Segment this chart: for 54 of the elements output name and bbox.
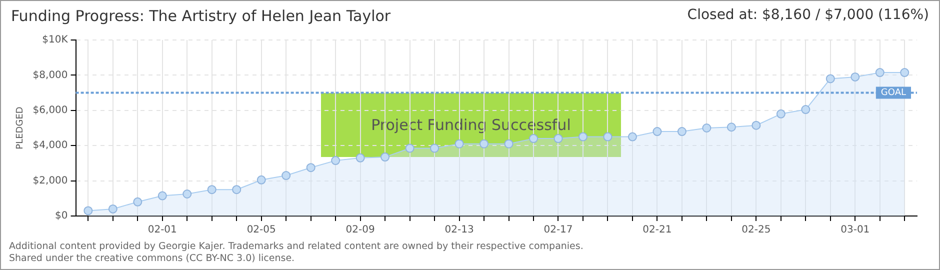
point: [380, 152, 390, 162]
chart-subtitle: Closed at: $8,160 / $7,000 (116%): [687, 7, 929, 25]
x-tick-label: 02-05: [246, 224, 276, 236]
point: [430, 144, 440, 153]
y-tick-label: $6,000: [32, 104, 68, 116]
point: [603, 132, 612, 142]
chart-title: Funding Progress: The Artistry of Helen Jean Taylor: [11, 7, 391, 27]
point: [702, 124, 712, 132]
x-tick-label: 02-17: [544, 224, 573, 236]
point: [826, 74, 835, 84]
point: [578, 132, 588, 142]
point: [331, 156, 340, 166]
point: [801, 105, 810, 114]
point: [504, 139, 514, 148]
point: [133, 197, 142, 206]
text: Shared under the creative commons (CC BY-NC 3.0) license.: [9, 253, 296, 265]
y-tick-label: $10K: [42, 34, 68, 46]
x-tick-label: 02-01: [148, 224, 177, 236]
x-tick-label: 03-01: [840, 224, 870, 236]
point: [282, 171, 291, 180]
point: [182, 190, 192, 198]
point: [652, 127, 662, 136]
point: [900, 68, 910, 78]
point: [405, 144, 414, 153]
x-tick-label: 02-09: [346, 224, 375, 236]
point: [554, 134, 563, 144]
y-tick-label: $0: [55, 210, 68, 222]
point: [850, 72, 860, 82]
point: [480, 139, 489, 148]
point: [677, 127, 686, 136]
point: [726, 122, 736, 132]
y-tick-label: $8,000: [32, 70, 68, 81]
y-tick-label: $4,000: [32, 140, 68, 152]
ref-line-label: GOAL: [880, 88, 906, 98]
point: [628, 132, 637, 142]
point: [84, 206, 93, 216]
point: [875, 68, 884, 78]
x-tick-label: 02-13: [444, 224, 474, 236]
point: [207, 185, 216, 194]
point: [256, 175, 266, 184]
point: [158, 191, 167, 200]
y-tick-label: $2,000: [32, 175, 68, 186]
point: [752, 120, 761, 130]
point: [306, 163, 316, 172]
point: [356, 153, 365, 162]
text: Additional content provided by Georgie Kajer. Trademarks and related content are owned by their respective companies.: [9, 241, 584, 253]
point: [108, 204, 118, 214]
x-tick-label: 02-21: [642, 224, 672, 236]
x-tick-label: 02-25: [742, 224, 771, 236]
y-axis-title: PLEDGED: [16, 106, 26, 150]
point: [529, 134, 538, 144]
point: [776, 109, 786, 118]
point: [232, 185, 242, 194]
point: [454, 139, 464, 148]
